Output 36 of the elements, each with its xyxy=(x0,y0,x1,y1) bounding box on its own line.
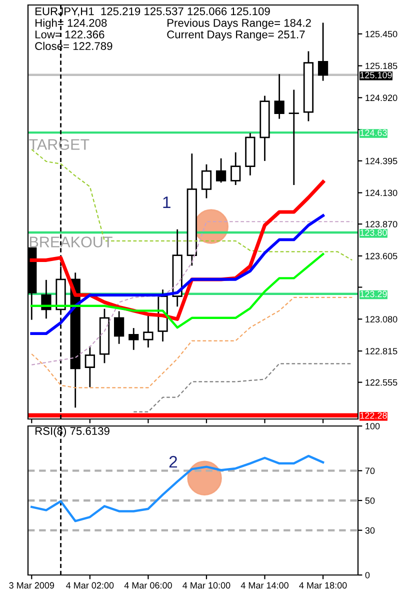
annotation: RSI(8) 75.6139 xyxy=(36,426,110,438)
y-tick-label: 0 xyxy=(365,572,370,578)
y-tick-label: 122.815 xyxy=(366,348,398,354)
annotation: 2 xyxy=(169,456,177,468)
y-tick-label: 124.395 xyxy=(366,158,398,164)
ref-line-label: 122.28 xyxy=(360,412,387,419)
y-tick-label: 50 xyxy=(365,497,375,504)
annotation: Low= 122.366 xyxy=(36,30,104,38)
y-tick-label: 124.130 xyxy=(366,190,398,196)
chart-title: EURJPY,H1 125.219 125.537 125.066 125.109 xyxy=(36,7,270,17)
x-tick-label: 4 Mar 02:00 xyxy=(66,582,114,589)
y-tick-label: 100 xyxy=(366,422,380,430)
annotation: Current Days Range= 251.7 xyxy=(167,30,305,41)
y-tick-label: 124.920 xyxy=(366,94,398,102)
annotation: TARGET xyxy=(29,139,90,150)
y-tick-label: 125.450 xyxy=(366,30,398,38)
annotation: Close= 122.789 xyxy=(35,42,112,50)
annotation: Previous Days Range= 184.2 xyxy=(168,18,311,30)
y-tick-label: 30 xyxy=(365,527,375,534)
ref-line-label: 125.109 xyxy=(360,72,392,78)
y-tick-label: 123.605 xyxy=(366,252,398,260)
y-tick-label: 122.555 xyxy=(366,379,398,386)
y-tick-label: 123.080 xyxy=(366,316,398,322)
x-tick-label: 4 Mar 18:00 xyxy=(299,582,347,589)
annotation: 1 xyxy=(163,196,170,208)
x-tick-label: 4 Mar 14:00 xyxy=(240,582,288,589)
ref-line-label: 123.29 xyxy=(360,290,387,298)
ref-line-label: 123.80 xyxy=(360,229,387,236)
y-tick-label: 123.870 xyxy=(366,221,398,228)
x-tick-label: 4 Mar 06:00 xyxy=(124,582,172,589)
y-tick-label: 70 xyxy=(365,468,375,474)
x-tick-label: 4 Mar 10:00 xyxy=(182,582,230,589)
x-tick-label: 3 Mar 2009 xyxy=(9,582,54,589)
ref-line-label: 124.63 xyxy=(360,130,387,136)
y-tick-label: 125.185 xyxy=(366,62,398,70)
annotation: High= 124.208 xyxy=(36,18,107,30)
